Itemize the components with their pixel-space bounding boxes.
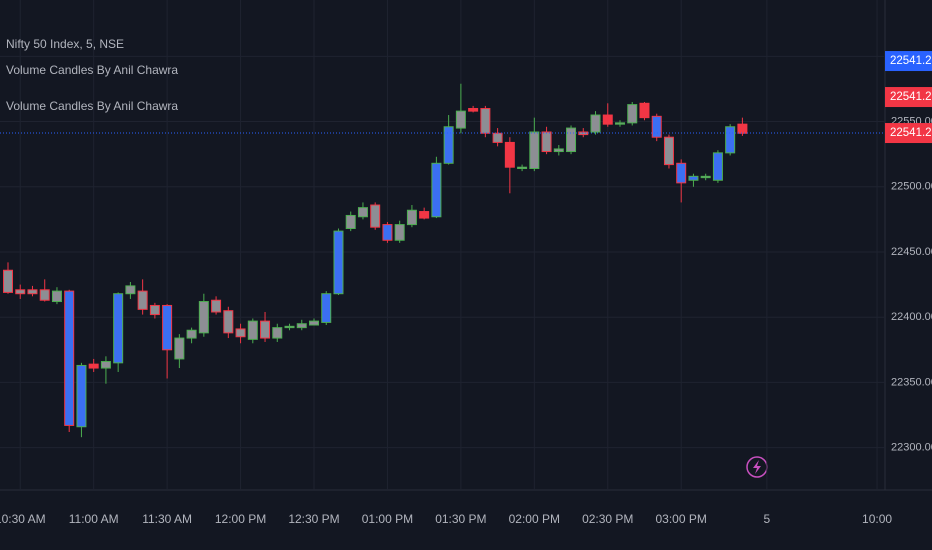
candle-body: [272, 327, 283, 339]
candle-body: [125, 285, 136, 295]
legend-entry: Nifty 50 Index, 5, NSE: [6, 37, 124, 51]
candle-body: [517, 166, 528, 170]
x-tick-label: 02:00 PM: [509, 512, 560, 526]
candle-body: [590, 114, 601, 133]
candle-body: [27, 289, 38, 295]
candle-body: [663, 136, 674, 166]
candle-body: [602, 114, 613, 125]
candle-body: [553, 148, 564, 153]
candle-body: [113, 293, 124, 364]
candle-body: [419, 211, 430, 219]
y-tick-label: 22350.00: [891, 376, 932, 388]
candle-body: [162, 304, 173, 351]
candle-body: [186, 329, 197, 339]
price-marker: [885, 123, 932, 144]
candle-body: [260, 320, 271, 339]
candle-body: [309, 320, 319, 326]
candle-body: [149, 304, 160, 316]
candle-body: [296, 323, 307, 329]
candle-body: [541, 131, 552, 153]
candle-body: [345, 214, 356, 230]
candle-body: [676, 162, 687, 184]
x-tick-label: 12:00 PM: [215, 512, 266, 526]
candle-body: [504, 141, 515, 168]
candle-body: [737, 123, 748, 134]
x-tick-label: 12:30 PM: [288, 512, 339, 526]
x-tick-label: 03:00 PM: [656, 512, 707, 526]
candle-body: [443, 126, 454, 164]
x-tick-label: 11:00 AM: [69, 512, 119, 526]
candle-body: [174, 337, 185, 360]
x-tick-label: 11:30 AM: [142, 512, 192, 526]
candle-body: [688, 175, 699, 181]
x-tick-label: 10:00: [862, 512, 892, 526]
legend-entry: Volume Candles By Anil Chawra: [6, 99, 178, 113]
candle-body: [100, 361, 111, 369]
candle-body: [382, 224, 393, 241]
candle-body: [137, 290, 148, 310]
candle-body: [235, 328, 246, 338]
candle-body: [321, 293, 332, 323]
candle-body: [39, 289, 50, 301]
candle-body: [700, 175, 711, 179]
price-marker-label: 22541.20: [890, 91, 932, 103]
candle-body: [247, 320, 258, 340]
x-tick-label: 01:30 PM: [435, 512, 486, 526]
candle-body: [223, 310, 234, 334]
y-tick-label: 22450.00: [891, 246, 932, 258]
alert-bolt[interactable]: [753, 460, 761, 474]
candle-body: [639, 102, 650, 119]
y-tick-label: 22300.00: [891, 442, 932, 454]
grid: [0, 0, 885, 490]
candle-body: [406, 209, 417, 226]
candle-body: [370, 204, 381, 228]
price-marker-label: 22541.20: [890, 127, 932, 139]
candle-body: [198, 301, 209, 334]
candle-body: [492, 132, 503, 143]
candle-body: [480, 108, 491, 134]
legend-entry: Volume Candles By Anil Chawra: [6, 63, 178, 77]
candle-body: [431, 162, 442, 218]
candle-body: [76, 364, 87, 428]
candle-body: [211, 299, 222, 313]
candle-body: [455, 110, 466, 129]
candle-body: [627, 104, 638, 124]
candle-body: [64, 290, 75, 426]
x-tick-label: 02:30 PM: [582, 512, 633, 526]
x-tick-label: 5: [764, 512, 771, 526]
candle-body: [15, 289, 26, 295]
candle-body: [394, 224, 405, 241]
price-marker-label: 22541.20: [890, 55, 932, 67]
x-tick-label: 10:30 AM: [0, 512, 46, 526]
y-tick-label: 22500.00: [891, 181, 932, 193]
candle-body: [578, 131, 589, 136]
x-tick-label: 01:00 PM: [362, 512, 413, 526]
candle-body: [51, 290, 62, 303]
candle-body: [651, 115, 662, 138]
candle-body: [566, 127, 577, 153]
candle-body: [357, 207, 368, 218]
candle-body: [712, 152, 723, 181]
candle-body: [284, 325, 295, 329]
candle-body: [333, 230, 344, 295]
candle-body: [529, 131, 540, 170]
candle-body: [615, 122, 625, 125]
candle-body: [3, 269, 13, 293]
candle-body: [725, 126, 736, 154]
candle-body: [88, 363, 99, 369]
y-tick-label: 22400.00: [891, 311, 932, 323]
price-marker: [885, 87, 932, 108]
price-marker: [885, 51, 932, 72]
candle-body: [468, 108, 479, 112]
